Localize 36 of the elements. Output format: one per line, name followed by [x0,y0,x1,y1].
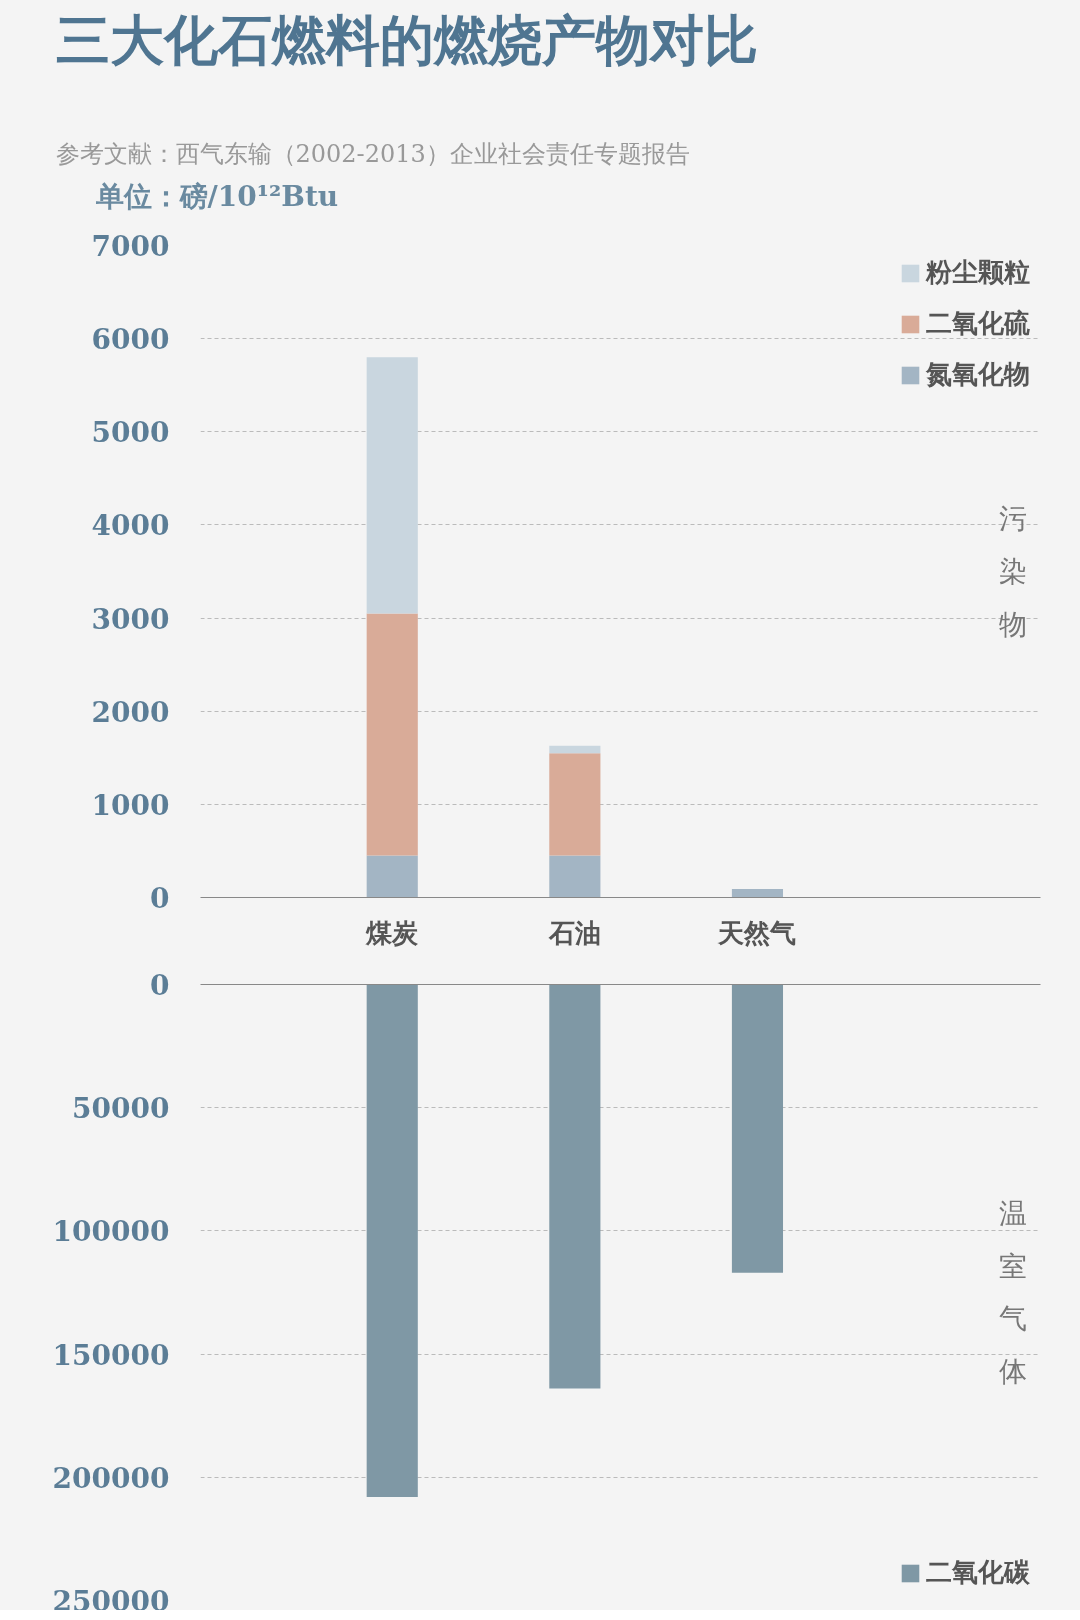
y-axis-title: 单位：磅/10¹²Btu [94,179,339,213]
y-tick-label: 1000 [91,788,170,822]
x-tick-label: 石油 [547,917,601,948]
text: 污染物 [999,502,1028,641]
legend-label: 氮氧化物 [926,358,1030,391]
y-tick-label: 250000 [52,1584,170,1618]
y-tick-label: 0 [150,969,170,1002]
y-tick-label: 0 [150,882,170,915]
bar [366,613,418,856]
y-tick-label: 200000 [52,1461,170,1495]
y-tick-label: 2000 [91,695,170,729]
bar [366,357,418,614]
bar [549,855,601,898]
bar [549,745,601,754]
legend-label: 粉尘颗粒 [926,256,1030,289]
x-tick-label: 天然气 [717,917,797,948]
bar [731,889,784,898]
bar [549,984,601,1389]
bar [731,984,784,1273]
y-tick-label: 3000 [91,602,170,636]
y-tick-label: 6000 [91,323,170,357]
bar [366,855,418,898]
y-tick-label: 150000 [52,1338,170,1372]
y-tick-label: 4000 [91,509,170,543]
bar [549,753,601,856]
legend-label: 二氧化硫 [926,307,1030,340]
x-tick-label: 煤炭 [365,917,419,948]
legend-label: 二氧化碳 [926,1556,1030,1589]
y-tick-label: 7000 [91,230,170,263]
chart-title: 三大化石燃料的燃烧产物对比 [55,7,758,72]
chart-subtitle: 参考文献：西气东输（2002-2013）企业社会责任专题报告 [55,139,690,168]
text: 温室气体 [999,1196,1028,1389]
y-tick-label: 100000 [52,1215,170,1249]
y-tick-label: 50000 [72,1092,170,1126]
bar [366,984,418,1498]
y-tick-label: 5000 [91,416,170,450]
